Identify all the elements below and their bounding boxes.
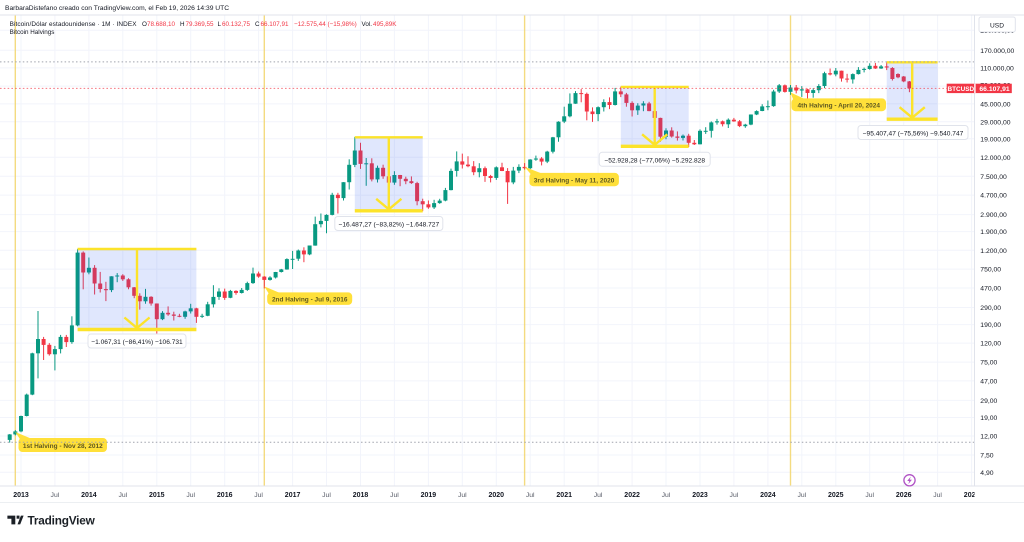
- svg-text:2026: 2026: [896, 492, 912, 499]
- svg-text:60.132,75: 60.132,75: [222, 21, 251, 28]
- svg-text:2013: 2013: [13, 492, 29, 499]
- svg-text:47,00: 47,00: [980, 379, 997, 386]
- svg-text:O: O: [142, 21, 147, 28]
- svg-text:Jul: Jul: [390, 492, 399, 499]
- svg-text:470,00: 470,00: [980, 286, 1001, 293]
- svg-text:7.500,00: 7.500,00: [980, 174, 1007, 181]
- svg-text:79.369,55: 79.369,55: [186, 21, 215, 28]
- svg-text:−52.928,28 (−77,06%) −5.292.82: −52.928,28 (−77,06%) −5.292.828: [604, 157, 705, 164]
- svg-text:75,00: 75,00: [980, 360, 997, 367]
- svg-text:45.000,00: 45.000,00: [980, 102, 1010, 109]
- svg-text:190,00: 190,00: [980, 322, 1001, 329]
- svg-text:66.107,91: 66.107,91: [979, 86, 1009, 93]
- svg-text:−1.067,31 (−86,41%) −106.731: −1.067,31 (−86,41%) −106.731: [91, 339, 183, 346]
- svg-text:170.000,00: 170.000,00: [980, 48, 1014, 55]
- svg-text:TradingView: TradingView: [28, 513, 96, 527]
- svg-text:Jul: Jul: [458, 492, 467, 499]
- svg-text:19.000,00: 19.000,00: [980, 136, 1010, 143]
- svg-text:Jul: Jul: [797, 492, 806, 499]
- svg-text:Jul: Jul: [594, 492, 603, 499]
- svg-text:290,00: 290,00: [980, 305, 1001, 312]
- svg-text:Vol.: Vol.: [362, 21, 373, 28]
- svg-text:2018: 2018: [353, 492, 369, 499]
- svg-text:Jul: Jul: [933, 492, 942, 499]
- svg-text:2023: 2023: [692, 492, 708, 499]
- svg-text:Jul: Jul: [118, 492, 127, 499]
- svg-text:29,00: 29,00: [980, 398, 997, 405]
- svg-text:Bitcoin Halvings: Bitcoin Halvings: [10, 29, 55, 36]
- svg-text:Jul: Jul: [526, 492, 535, 499]
- svg-text:1st Halving - Nov 28, 2012: 1st Halving - Nov 28, 2012: [23, 443, 103, 450]
- svg-text:−16.487,27 (−83,82%) −1.648.72: −16.487,27 (−83,82%) −1.648.727: [338, 222, 439, 229]
- svg-text:BTCUSD: BTCUSD: [947, 86, 974, 93]
- svg-text:66.107,91: 66.107,91: [261, 21, 290, 28]
- svg-text:2025: 2025: [828, 492, 844, 499]
- svg-text:3rd Halving - May 11, 2020: 3rd Halving - May 11, 2020: [534, 177, 615, 184]
- svg-text:USD: USD: [990, 23, 1004, 30]
- svg-text:495,89K: 495,89K: [373, 21, 397, 28]
- svg-text:2015: 2015: [149, 492, 165, 499]
- svg-text:H: H: [180, 21, 185, 28]
- svg-text:2014: 2014: [81, 492, 97, 499]
- svg-text:29.000,00: 29.000,00: [980, 119, 1010, 126]
- svg-text:Jul: Jul: [730, 492, 739, 499]
- svg-text:2024: 2024: [760, 492, 776, 499]
- svg-text:2017: 2017: [285, 492, 301, 499]
- svg-text:4,90: 4,90: [980, 470, 993, 477]
- svg-text:4.700,00: 4.700,00: [980, 193, 1007, 200]
- svg-text:−95.407,47 (−75,56%) −9.540.74: −95.407,47 (−75,56%) −9.540.747: [863, 131, 964, 138]
- svg-text:Jul: Jul: [186, 492, 195, 499]
- svg-text:2020: 2020: [489, 492, 505, 499]
- svg-text:750,00: 750,00: [980, 267, 1001, 274]
- svg-text:2019: 2019: [421, 492, 437, 499]
- svg-text:Jul: Jul: [51, 492, 60, 499]
- svg-text:2nd Halving - Jul 9, 2016: 2nd Halving - Jul 9, 2016: [272, 296, 348, 303]
- svg-text:Jul: Jul: [254, 492, 263, 499]
- svg-text:2016: 2016: [217, 492, 233, 499]
- svg-text:4th Halving - April 20, 2024: 4th Halving - April 20, 2024: [798, 103, 881, 110]
- svg-text:19,00: 19,00: [980, 415, 997, 422]
- svg-text:Jul: Jul: [865, 492, 874, 499]
- svg-text:1.200,00: 1.200,00: [980, 248, 1007, 255]
- svg-text:110.000,00: 110.000,00: [980, 66, 1014, 73]
- svg-text:120,00: 120,00: [980, 341, 1001, 348]
- svg-text:2022: 2022: [624, 492, 640, 499]
- svg-text:−12.575,44 (−15,98%): −12.575,44 (−15,98%): [294, 21, 357, 28]
- svg-text:78.688,10: 78.688,10: [147, 21, 176, 28]
- svg-text:7,50: 7,50: [980, 453, 993, 460]
- svg-text:2.900,00: 2.900,00: [980, 212, 1007, 219]
- svg-text:Jul: Jul: [322, 492, 331, 499]
- svg-text:2021: 2021: [556, 492, 572, 499]
- svg-text:Bitcoin/Dólar estadounidense ·: Bitcoin/Dólar estadounidense · 1M · INDE…: [10, 21, 138, 28]
- svg-text:1.900,00: 1.900,00: [980, 229, 1007, 236]
- svg-text:2027: 2027: [964, 492, 980, 499]
- svg-text:BarbaraDistefano creado con Tr: BarbaraDistefano creado con TradingView.…: [5, 5, 229, 12]
- svg-text:Jul: Jul: [662, 492, 671, 499]
- svg-text:L: L: [218, 21, 222, 28]
- svg-text:12.000,00: 12.000,00: [980, 155, 1010, 162]
- svg-text:C: C: [255, 21, 260, 28]
- svg-text:12,00: 12,00: [980, 434, 997, 441]
